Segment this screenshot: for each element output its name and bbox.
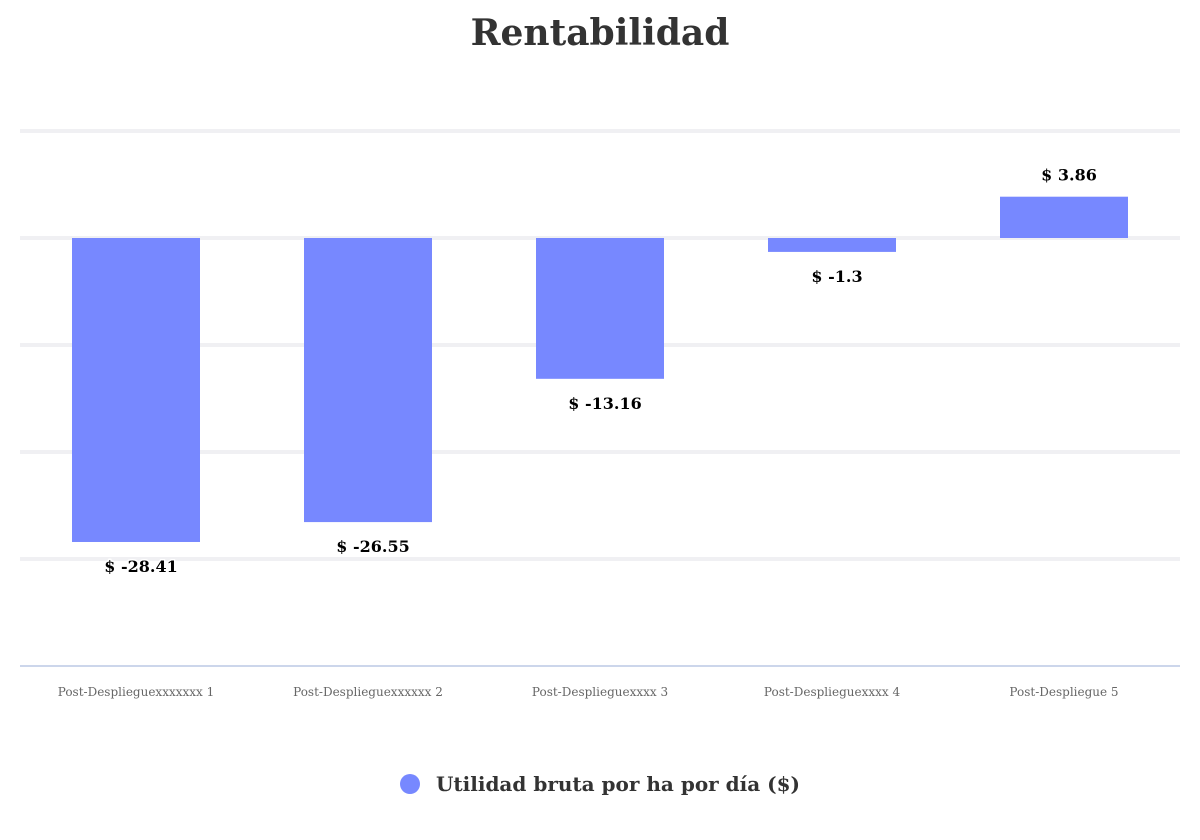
x-tick-labels: Post-Desplieguexxxxxxx 1 Post-Desplieguex…: [58, 685, 1119, 699]
bar[interactable]: [1000, 196, 1128, 238]
data-label: $ -26.55: [336, 537, 409, 556]
bar[interactable]: [768, 238, 896, 252]
data-label: $ -1.3: [811, 267, 862, 286]
bars: [72, 196, 1128, 542]
x-tick-label: Post-Desplieguexxxx 4: [764, 685, 901, 699]
chart-title: Rentabilidad: [470, 12, 730, 54]
x-tick-label: Post-Desplieguexxxx 3: [532, 685, 668, 699]
legend-label: Utilidad bruta por ha por día ($): [435, 772, 801, 796]
data-label: $ -13.16: [568, 394, 641, 413]
x-tick-label: Post-Desplieguexxxxxxx 1: [58, 685, 215, 699]
legend-marker: [399, 774, 420, 794]
bar[interactable]: [72, 238, 200, 542]
x-tick-label: Post-Desplieguexxxxxx 2: [293, 685, 443, 699]
bar[interactable]: [304, 238, 432, 523]
data-label: $ 3.86: [1041, 166, 1097, 185]
data-label: $ -28.41: [104, 557, 177, 576]
x-tick-label: Post-Despliegue 5: [1009, 685, 1118, 699]
data-labels: $ -28.41 $ -26.55 $ -13.16 $ -1.3 $ 3.86: [103, 164, 1099, 577]
bar[interactable]: [536, 238, 664, 379]
legend[interactable]: Utilidad bruta por ha por día ($): [0, 772, 1200, 796]
